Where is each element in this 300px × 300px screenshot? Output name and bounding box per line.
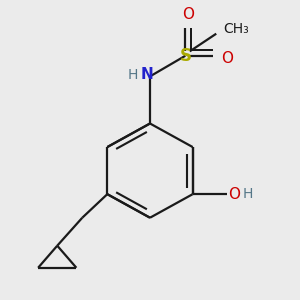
Text: CH₃: CH₃	[224, 22, 249, 36]
Text: S: S	[179, 47, 191, 65]
Text: N: N	[141, 68, 153, 82]
Text: H: H	[128, 68, 138, 82]
Text: O: O	[228, 187, 240, 202]
Text: H: H	[243, 187, 253, 201]
Text: O: O	[221, 51, 233, 66]
Text: O: O	[182, 7, 194, 22]
